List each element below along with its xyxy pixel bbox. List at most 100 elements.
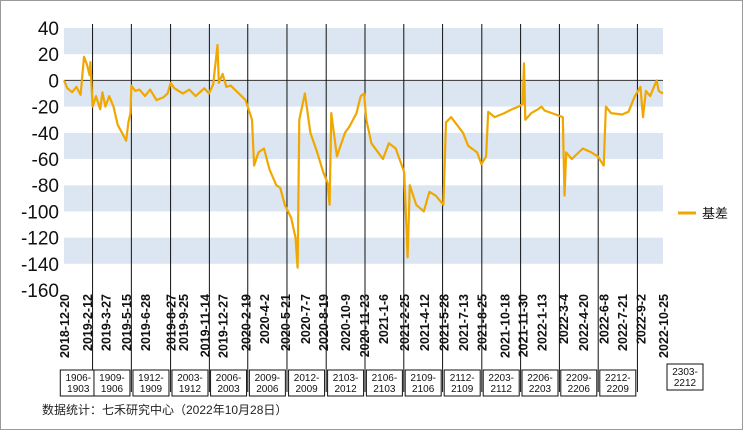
contract-box: 2112-2109: [443, 369, 481, 397]
contract-box-border: [666, 363, 704, 391]
contract-box-label: 1909: [140, 384, 163, 395]
grid-band: [64, 211, 663, 238]
x-tick-label: 2022-10-25: [657, 294, 671, 358]
contract-box-border: [599, 369, 637, 397]
contract-box-border: [521, 369, 559, 397]
contract-box-label: 2003-: [177, 373, 203, 384]
x-tick-label: 2020-10-9: [339, 294, 353, 351]
x-tick-label: 2022-6-8: [598, 294, 612, 344]
contract-box: 1909-1906: [93, 369, 131, 397]
contract-box-label: 1906-: [65, 373, 91, 384]
contract-box-label: 2106-: [372, 373, 398, 384]
contract-box-border: [288, 369, 326, 397]
contract-box-label: 1912-: [138, 373, 164, 384]
grid-band: [64, 263, 663, 290]
contract-box-label: 2203-: [488, 373, 514, 384]
x-tick-label: 2019-11-14: [198, 294, 212, 357]
contract-box: 2009-2006: [248, 369, 286, 397]
contract-box-label: 2212-: [605, 373, 631, 384]
contract-box-label: 2006: [256, 384, 279, 395]
contract-box-label: 2206-: [527, 373, 553, 384]
y-tick-label: -60: [32, 150, 59, 171]
contract-box-label: 2209: [607, 384, 630, 395]
x-tick-label: 2019-12-27: [217, 294, 231, 358]
contract-box: 2303-2212: [666, 363, 704, 391]
x-tick-label: 2022-7-21: [616, 294, 630, 351]
contract-box-label: 2209-: [566, 373, 592, 384]
contract-box: 2109-2106: [404, 369, 442, 397]
x-tick-label: 2019-2-12: [81, 294, 95, 351]
contract-box: 1912-1909: [132, 369, 170, 397]
x-tick-label: 2021-11-30: [517, 294, 531, 357]
x-tick-label: 2019-3-27: [99, 294, 113, 351]
x-tick-label: 2020-11-23: [358, 294, 372, 357]
y-tick-label: -100: [21, 202, 59, 223]
contract-box-label: 1909-: [99, 373, 125, 384]
x-tick-label: 2022-9-2: [634, 294, 648, 344]
contract-box: 2206-2203: [521, 369, 559, 397]
contract-box-label: 2212: [674, 378, 697, 389]
y-tick-label: 0: [48, 71, 59, 92]
basis-series-line: [62, 43, 664, 269]
x-tick-label: 2021-1-6: [377, 294, 391, 344]
contract-box-label: 2112-: [450, 373, 475, 384]
contract-box-border: [171, 369, 209, 397]
contract-box-label: 2303-: [672, 367, 698, 378]
x-tick-label: 2020-5-21: [279, 294, 293, 351]
x-tick-label: 2021-10-18: [498, 294, 512, 358]
contract-box: 2012-2009: [288, 369, 326, 397]
contract-box-border: [560, 369, 598, 397]
y-tick-label: -20: [32, 98, 59, 119]
x-tick-label: 2019-5-15: [120, 294, 134, 351]
x-tick-label: 2019-8-27: [165, 294, 179, 351]
contract-box-border: [365, 369, 403, 397]
y-tick-label: -140: [21, 255, 59, 276]
contract-box-label: 2006-: [216, 373, 242, 384]
grid-band: [64, 159, 663, 186]
x-tick-label: 2020-2-19: [240, 294, 254, 351]
contract-box-border: [248, 369, 286, 397]
contract-box-label: 1906: [101, 384, 124, 395]
grid-band: [64, 237, 663, 264]
data-source-note: 数据统计：七禾研究中心（2022年10月28日）: [42, 403, 288, 417]
grid-band: [64, 54, 663, 81]
y-tick-label: -160: [21, 281, 59, 302]
contract-box-label: 2206: [568, 384, 591, 395]
contract-box-border: [443, 369, 481, 397]
contract-box-border: [132, 369, 170, 397]
contract-box-label: 2009-: [255, 373, 281, 384]
contract-box: 2103-2012: [327, 369, 365, 397]
x-tick-label: 2019-6-28: [139, 294, 153, 351]
y-tick-label: -80: [32, 176, 59, 197]
contract-box-label: 2103-: [333, 373, 359, 384]
contract-box-label: 2012: [334, 384, 357, 395]
y-tick-label: -120: [21, 229, 59, 250]
x-tick-label: 2022-1-13: [535, 294, 549, 351]
x-tick-label: 2021-4-12: [418, 294, 432, 351]
contract-box: 2203-2112: [482, 369, 520, 397]
contract-box-label: 2109: [451, 384, 474, 395]
contract-box-label: 2106: [412, 384, 435, 395]
contract-box-label: 2203: [529, 384, 552, 395]
contract-box: 2006-2003: [210, 369, 248, 397]
contract-box-label: 2012-: [294, 373, 320, 384]
legend-label: 基差: [702, 207, 728, 222]
contract-box-border: [327, 369, 365, 397]
contract-box-label: 2009: [295, 384, 318, 395]
grid-band: [64, 132, 663, 159]
contract-box-label: 2112: [490, 384, 512, 395]
x-tick-label: 2019-9-25: [177, 294, 191, 351]
contract-box-border: [482, 369, 520, 397]
contract-box-label: 1912: [179, 384, 202, 395]
contract-box-border: [93, 369, 131, 397]
contract-box: 2209-2206: [560, 369, 598, 397]
contract-box-border: [59, 369, 97, 397]
contract-box: 2212-2209: [599, 369, 637, 397]
contract-box: 1906-1903: [59, 369, 97, 397]
x-tick-label: 2021-7-13: [457, 294, 471, 351]
contract-box-border: [404, 369, 442, 397]
x-tick-label: 2021-2-25: [398, 294, 412, 351]
grid-band: [64, 185, 663, 212]
